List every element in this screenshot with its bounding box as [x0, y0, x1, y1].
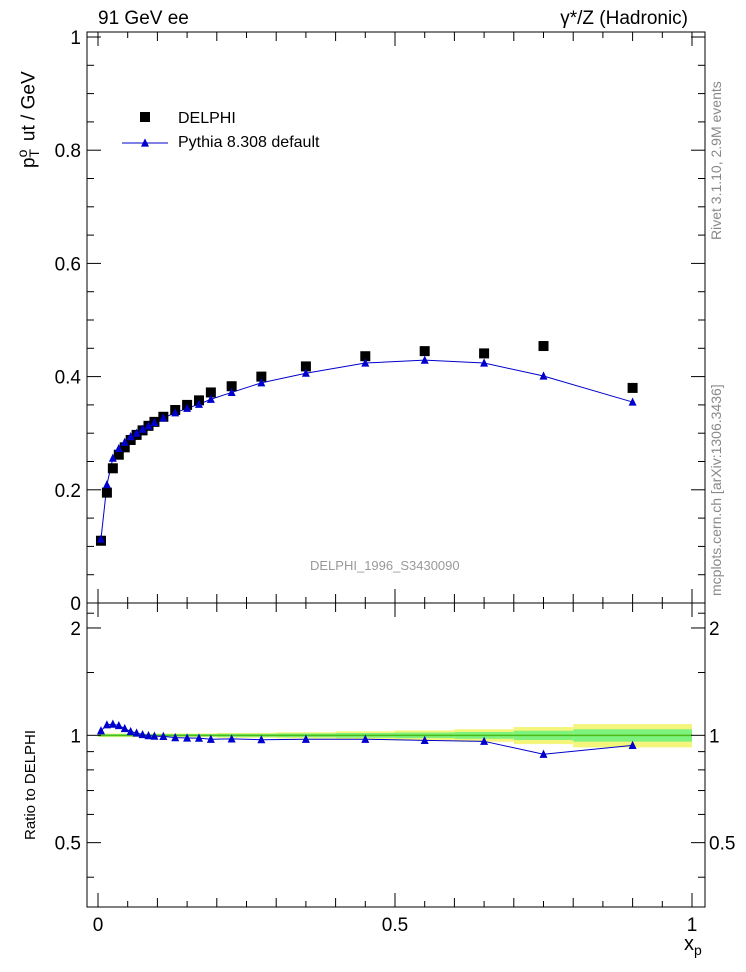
- ratio-xtick-label: 0.5: [382, 915, 408, 936]
- main-data-point: [419, 346, 430, 357]
- main-mc-point: [159, 413, 168, 422]
- main-ytick-label: 0: [70, 594, 81, 615]
- legend-data-marker: [140, 112, 150, 122]
- ratio-mc-point: [194, 733, 203, 742]
- main-mc-point: [108, 453, 117, 462]
- main-ytick-label: 0.2: [55, 481, 81, 502]
- header-right: γ*/Z (Hadronic): [560, 8, 688, 29]
- main-mc-point: [301, 368, 310, 377]
- ratio-mc-point: [108, 719, 117, 728]
- main-data-point: [119, 442, 130, 453]
- ratio-mc-point: [628, 740, 637, 749]
- ratio-xtick-label: 0: [93, 915, 104, 936]
- legend-mc-label: Pythia 8.308 default: [178, 134, 320, 151]
- ratio-mc-point: [138, 729, 147, 739]
- main-mc-point: [257, 378, 266, 387]
- main-mc-point: [114, 443, 123, 453]
- main-data-point: [538, 341, 549, 352]
- main-mc-point: [480, 358, 489, 367]
- main-mc-point: [96, 534, 105, 543]
- main-mc-point: [126, 431, 135, 441]
- main-mc-point: [102, 480, 111, 489]
- ratio-mc-point: [301, 734, 310, 743]
- main-mc-point: [539, 371, 548, 380]
- xlabel: xp: [684, 933, 702, 958]
- ratio-mc-point: [257, 735, 266, 744]
- main-mc-point: [420, 355, 429, 364]
- ratio-mc-point: [126, 726, 135, 736]
- main-data-point: [205, 387, 216, 398]
- main-data-point: [300, 361, 311, 372]
- ratio-mc-point: [114, 720, 123, 730]
- ratio-mc-point: [144, 731, 153, 740]
- ratio-ytick-label: 1: [70, 726, 81, 747]
- watermark: DELPHI_1996_S3430090: [310, 558, 460, 573]
- main-mc-point: [194, 399, 203, 408]
- main-ytick-label: 0.4: [55, 368, 82, 389]
- xlabel-sub: p: [694, 942, 702, 958]
- ratio-ytick-label: 0.5: [55, 834, 81, 855]
- ratio-mc-point: [171, 733, 180, 742]
- main-mc-point: [150, 417, 159, 427]
- ratio-mc-point: [206, 734, 215, 743]
- ratio-mc-point: [539, 749, 548, 758]
- main-mc-point: [361, 358, 370, 367]
- main-ytick-label: 0.6: [55, 254, 81, 275]
- main-mc-point: [144, 421, 153, 430]
- ratio-mc-point: [120, 723, 129, 733]
- main-data-point: [627, 382, 638, 393]
- main-data-point: [256, 371, 267, 382]
- legend-mc-marker: [141, 138, 149, 147]
- main-mc-line: [100, 359, 633, 540]
- xlabel-x: x: [684, 933, 694, 955]
- ratio-mc-point: [420, 735, 429, 744]
- ratio-ytick-label-right: 1: [709, 726, 720, 747]
- main-mc-point: [138, 424, 147, 433]
- ratio-mc-point: [159, 731, 168, 741]
- main-mc-point: [628, 397, 637, 406]
- main-data-point: [360, 351, 371, 362]
- main-data-point: [101, 487, 112, 498]
- ratio-ytick-label: 2: [70, 619, 81, 640]
- ratio-frame: [86, 602, 706, 908]
- ratio-mc-point: [150, 731, 159, 740]
- ratio-mc-point: [480, 736, 489, 745]
- ratio-mc-point: [132, 728, 141, 737]
- ratio-mc-point: [361, 734, 370, 743]
- ratio-mc-point: [183, 733, 192, 742]
- main-mc-point: [227, 387, 236, 397]
- main-ytick-label: 1: [70, 28, 81, 49]
- ratio-mc-point: [227, 734, 236, 743]
- main-data-point: [107, 463, 118, 474]
- main-mc-point: [120, 437, 129, 446]
- header-left: 91 GeV ee: [98, 8, 189, 29]
- main-mc-point: [171, 408, 180, 417]
- main-data-point: [479, 348, 490, 359]
- ratio-mc-point: [96, 726, 105, 735]
- main-data-point: [113, 449, 124, 460]
- ratio-ytick-label-right: 0.5: [709, 834, 735, 855]
- main-ytick-label: 0.8: [55, 141, 81, 162]
- ratio-mc-point: [102, 720, 111, 729]
- ratio-xtick-label: 1: [687, 915, 698, 936]
- legend-data-label: DELPHI: [178, 110, 236, 127]
- ratio-ytick-label-right: 2: [709, 619, 720, 640]
- main-mc-point: [206, 394, 215, 403]
- main-mc-point: [132, 428, 141, 437]
- main-mc-point: [183, 403, 192, 412]
- main-data-point: [226, 381, 237, 392]
